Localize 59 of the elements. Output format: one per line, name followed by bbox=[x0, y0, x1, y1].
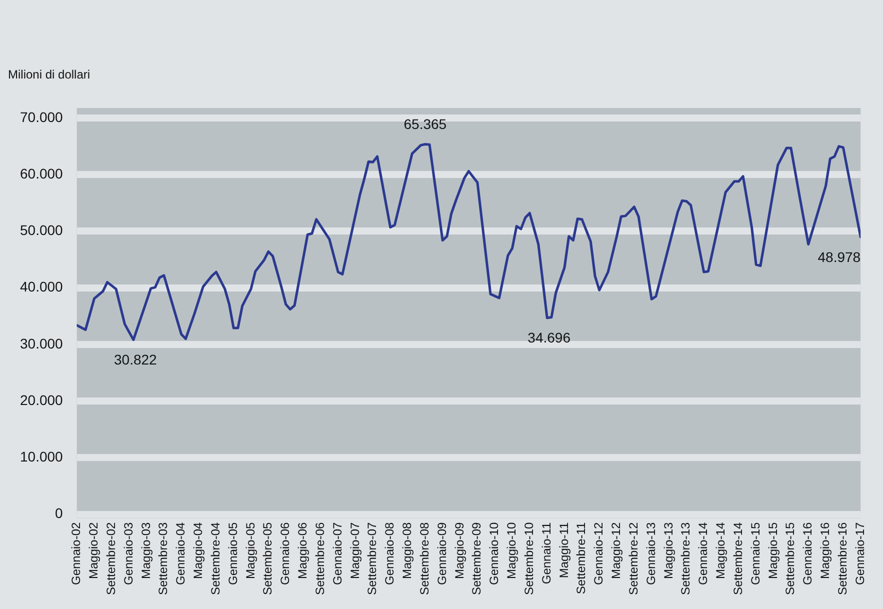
x-tick-label: Gennaio-02 bbox=[69, 522, 84, 586]
x-tick-label: Maggio-03 bbox=[138, 522, 153, 579]
y-tick-label: 40.000 bbox=[20, 278, 64, 295]
x-tick-label: Gennaio-13 bbox=[644, 522, 658, 586]
x-tick-label: Gennaio-11 bbox=[539, 522, 554, 584]
x-tick-label: Gennaio-05 bbox=[226, 522, 240, 586]
x-tick-label: Gennaio-03 bbox=[121, 522, 136, 586]
x-tick-label: Maggio-14 bbox=[714, 522, 728, 579]
x-tick-label: Settembre-05 bbox=[260, 522, 275, 595]
x-tick-label: Settembre-02 bbox=[104, 522, 118, 595]
x-tick-label: Maggio-12 bbox=[609, 522, 624, 579]
x-tick-label: Gennaio-08 bbox=[382, 522, 397, 586]
x-tick-label: Maggio-08 bbox=[400, 522, 414, 579]
x-tick-label: Settembre-16 bbox=[835, 522, 850, 595]
x-tick-label: Settembre-13 bbox=[678, 522, 693, 595]
x-tick-label: Settembre-12 bbox=[626, 522, 640, 595]
y-tick-label: 70.000 bbox=[20, 108, 64, 125]
x-tick-label: Settembre-10 bbox=[522, 522, 536, 595]
y-tick-label: 0 bbox=[55, 505, 64, 522]
annotation: 30.822 bbox=[114, 352, 158, 368]
annotation: 48.978 bbox=[818, 248, 861, 265]
x-tick-label: Gennaio-17 bbox=[852, 522, 867, 586]
x-tick-label: Gennaio-14 bbox=[696, 522, 710, 586]
annotation: 34.696 bbox=[528, 330, 571, 346]
x-tick-label: Maggio-11 bbox=[556, 522, 571, 578]
x-tick-label: Gennaio-16 bbox=[800, 522, 815, 586]
y-axis-title: Milioni di dollari bbox=[8, 67, 90, 82]
x-tick-label: Maggio-06 bbox=[296, 522, 310, 579]
x-tick-label: Maggio-16 bbox=[818, 522, 832, 579]
x-tick-label: Gennaio-10 bbox=[487, 522, 502, 586]
x-tick-label: Settembre-09 bbox=[470, 522, 484, 595]
annotation: 65.365 bbox=[404, 116, 447, 132]
x-tick-label: Settembre-04 bbox=[208, 522, 222, 595]
x-tick-label: Maggio-05 bbox=[243, 522, 258, 579]
x-tick-label: Gennaio-09 bbox=[434, 522, 449, 586]
x-tick-label: Gennaio-15 bbox=[748, 522, 762, 586]
x-tick-label: Maggio-15 bbox=[766, 522, 780, 579]
x-tick-label: Settembre-15 bbox=[783, 522, 798, 595]
x-tick-label: Maggio-10 bbox=[504, 522, 519, 579]
x-tick-label: Maggio-09 bbox=[452, 522, 466, 579]
x-tick-label: Gennaio-07 bbox=[330, 522, 344, 586]
x-tick-label: Settembre-11 bbox=[574, 522, 588, 594]
x-tick-label: Maggio-07 bbox=[348, 522, 362, 579]
x-tick-label: Maggio-02 bbox=[86, 522, 101, 579]
x-tick-label: Settembre-03 bbox=[156, 522, 170, 595]
y-tick-label: 50.000 bbox=[20, 222, 64, 238]
x-tick-label: Gennaio-12 bbox=[592, 522, 606, 586]
x-tick-label: Settembre-14 bbox=[730, 522, 745, 595]
x-tick-label: Settembre-06 bbox=[312, 522, 327, 595]
x-tick-label: Gennaio-06 bbox=[278, 522, 292, 586]
y-tick-label: 20.000 bbox=[20, 392, 64, 408]
x-tick-label: Gennaio-04 bbox=[174, 522, 188, 586]
x-tick-label: Maggio-04 bbox=[191, 522, 206, 579]
x-tick-label: Settembre-08 bbox=[417, 522, 432, 595]
x-tick-label: Maggio-13 bbox=[661, 522, 676, 579]
x-tick-label: Settembre-07 bbox=[365, 522, 380, 595]
y-tick-label: 60.000 bbox=[20, 165, 64, 182]
y-tick-label: 30.000 bbox=[20, 335, 64, 352]
y-tick-label: 10.000 bbox=[20, 448, 64, 465]
